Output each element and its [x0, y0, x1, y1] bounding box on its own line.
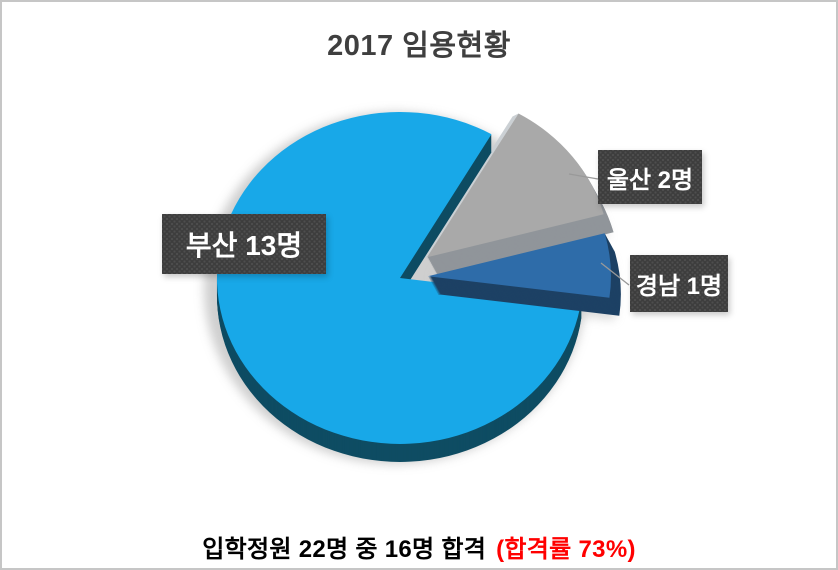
- footer-text: 입학정원 22명 중 16명 합격: [202, 536, 487, 563]
- footer-highlight: (합격률 73%): [496, 536, 636, 563]
- pie-label-울산: 울산 2명: [598, 150, 702, 204]
- pie-label-부산: 부산 13명: [162, 214, 326, 274]
- pie-slice-부산: [216, 111, 582, 444]
- pie-slice-울산: [427, 113, 604, 258]
- footer-caption: 입학정원 22명 중 16명 합격 (합격률 73%): [2, 529, 836, 564]
- leader-line-울산: [568, 173, 599, 180]
- pie-label-경남: 경남 1명: [630, 255, 728, 312]
- page-title: 2017 임용현황: [327, 30, 511, 62]
- pie-slice-경남: [427, 233, 611, 298]
- leader-line-경남: [600, 262, 630, 286]
